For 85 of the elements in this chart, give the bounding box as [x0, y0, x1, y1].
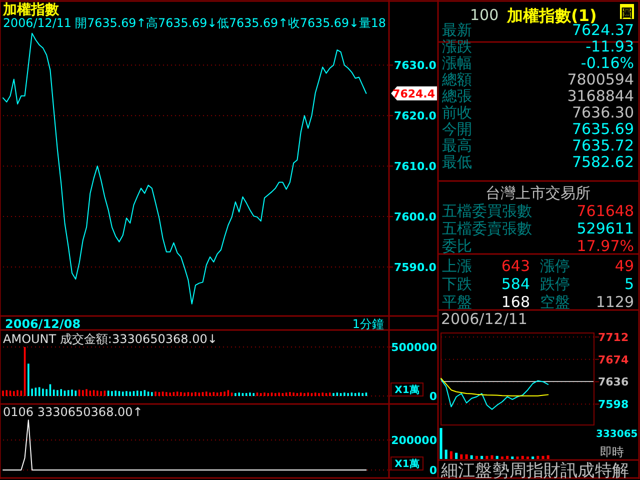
- y-tick-label: 7600.0: [394, 210, 437, 224]
- annotation: 333065: [596, 429, 638, 440]
- text: 上漲: [442, 257, 472, 275]
- bar: [465, 454, 468, 459]
- y-tick-label: 7590.0: [394, 261, 437, 274]
- text: 細江盤勢周指財訊成特解: [440, 461, 629, 480]
- text: X1萬: [394, 458, 420, 470]
- text: 五檔委買張數: [442, 202, 532, 220]
- text: 1129: [596, 293, 634, 311]
- text: 3168844: [567, 87, 634, 105]
- text: 49: [614, 257, 634, 275]
- text: 7800594: [567, 70, 634, 88]
- line-series: [440, 378, 549, 396]
- text: 最低: [442, 153, 472, 171]
- text: 跌停: [540, 275, 570, 293]
- text: 前收: [442, 104, 472, 122]
- text: 最高: [442, 136, 472, 154]
- line-series: [440, 378, 549, 410]
- text: 529611: [576, 220, 634, 238]
- text: 台灣上市交易所: [486, 184, 590, 202]
- text: 今開: [442, 120, 472, 138]
- annotation: 1分鐘: [352, 317, 384, 331]
- y-tick-label: 7636: [598, 376, 629, 389]
- bar: [496, 456, 498, 459]
- text: 委比: [442, 237, 472, 255]
- text: 643: [501, 257, 530, 275]
- text: 最新: [442, 21, 472, 39]
- text: 總張: [441, 87, 472, 105]
- y-tick-label: 500000: [391, 340, 438, 354]
- chart-title: 2006/12/11: [441, 310, 528, 328]
- bar: [546, 455, 550, 459]
- bar: [490, 455, 494, 459]
- text: 下跌: [442, 275, 472, 293]
- text: 5: [624, 275, 634, 293]
- text: 空盤: [540, 293, 570, 311]
- text: 2006/12/11 開7635.69↑高7635.69↓低7635.69↑收7635.69↓量18: [3, 16, 390, 30]
- bar: [470, 455, 473, 459]
- text: 漲停: [540, 257, 570, 275]
- text: -11.93: [586, 38, 634, 56]
- bar: [486, 456, 488, 459]
- bar: [444, 450, 448, 459]
- y-tick-label: 200000: [391, 434, 438, 447]
- bar: [506, 456, 509, 459]
- bar: [460, 454, 463, 459]
- chart-title: 加權指數: [2, 2, 60, 18]
- y-tick-label: 7712: [598, 331, 629, 344]
- text: 7635.72: [572, 136, 634, 154]
- y-tick-label: 7630.0: [394, 59, 437, 72]
- text: 漲跌: [442, 38, 472, 56]
- bar: [480, 456, 484, 459]
- bar: [521, 456, 524, 459]
- text: 761648: [576, 202, 634, 220]
- text: 漲幅: [442, 54, 472, 72]
- annotation: 2006/12/08: [5, 317, 81, 331]
- y-tick-label: 7598: [598, 398, 629, 412]
- y-tick-label: 0: [429, 390, 438, 403]
- text: 7635.69: [572, 120, 634, 138]
- y-tick-label: 7610.0: [394, 160, 437, 174]
- chart-title: AMOUNT 成交金額:3330650368.00↓: [3, 332, 218, 346]
- text: 平盤: [442, 293, 472, 311]
- text: 總額: [441, 70, 472, 88]
- bar: [450, 451, 452, 459]
- y-tick-label: 7620.0: [394, 110, 437, 123]
- bar: [475, 456, 478, 459]
- text: 7624.4: [392, 87, 436, 100]
- chart-title: 0106 3330650368.00↑: [3, 405, 143, 419]
- text: 100: [470, 6, 499, 24]
- text: 五檔委賣張數: [442, 220, 532, 238]
- text: 7636.30: [572, 104, 634, 122]
- line-series: [2, 32, 367, 304]
- bar: [455, 452, 458, 459]
- text: 17.97%: [576, 237, 634, 255]
- text: 7582.62: [572, 153, 634, 171]
- y-tick-label: 0: [429, 464, 438, 477]
- text: 即時: [600, 445, 624, 459]
- text: -0.16%: [580, 54, 634, 72]
- bar: [536, 456, 540, 459]
- y-tick-label: 7674: [598, 353, 629, 366]
- text: 圖: [621, 6, 633, 20]
- bar: [542, 456, 544, 459]
- bar: [440, 428, 442, 459]
- text: 加權指數(1): [506, 6, 597, 25]
- text: 168: [501, 293, 530, 311]
- text: X1萬: [394, 384, 420, 396]
- text: 584: [501, 275, 530, 293]
